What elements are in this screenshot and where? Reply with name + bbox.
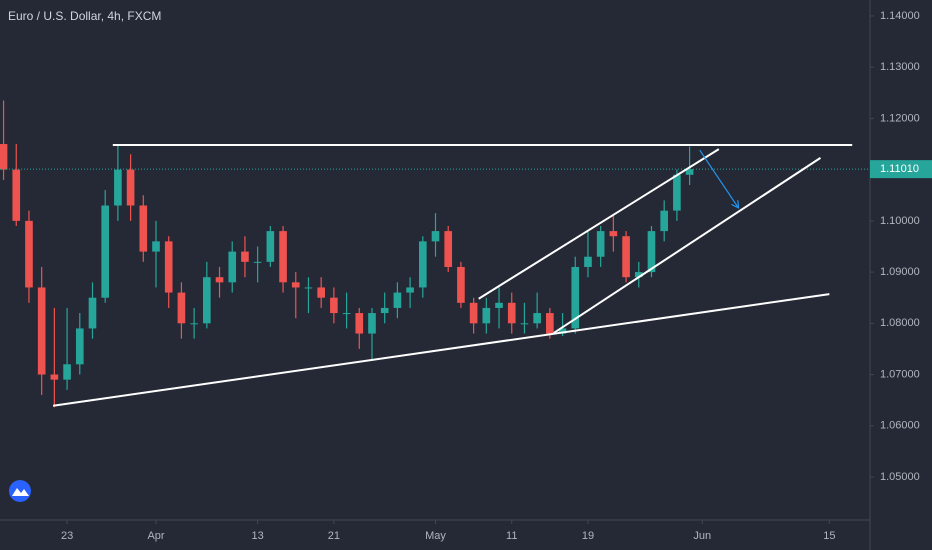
arrow [699, 149, 738, 207]
candle-body [673, 174, 681, 211]
y-tick-label: 1.13000 [880, 61, 920, 73]
candle-body [495, 302, 503, 308]
candle-body [330, 297, 338, 314]
x-tick-label: 19 [582, 530, 594, 542]
candle-body [12, 169, 21, 221]
candle-body [215, 277, 224, 283]
logo [9, 480, 31, 502]
candle-body [622, 236, 630, 278]
x-tick-label: May [425, 530, 446, 542]
candle-body [291, 282, 300, 288]
candle-body [177, 292, 186, 324]
candle-body [368, 313, 376, 334]
x-tick-label: 23 [61, 530, 73, 542]
candle-body [584, 256, 592, 267]
candle-body [279, 231, 287, 283]
candle-body [457, 266, 465, 303]
candle-body [444, 231, 453, 267]
y-tick-label: 1.05000 [880, 471, 920, 483]
y-tick-label: 1.10000 [880, 215, 920, 227]
candle-body [520, 323, 529, 325]
y-tick-label: 1.08000 [880, 317, 920, 329]
y-tick-label: 1.09000 [880, 266, 920, 278]
candle-body [25, 220, 33, 288]
y-tick-label: 1.14000 [880, 10, 920, 22]
candle-body [253, 261, 262, 263]
candle-body [266, 231, 275, 262]
candle-body [469, 302, 478, 324]
candle-body [241, 251, 249, 262]
candle-body [406, 287, 414, 293]
plot [0, 100, 870, 408]
candle-body [0, 144, 8, 170]
candle-body [126, 169, 135, 206]
candle-body [342, 313, 351, 315]
y-tick-label: 1.07000 [880, 368, 920, 380]
candle-body [228, 251, 237, 283]
candle-body [596, 231, 605, 257]
candle-body [660, 210, 668, 232]
candle-body [546, 313, 554, 334]
candle-body [533, 313, 541, 324]
candle-body [37, 287, 46, 375]
candle-body [88, 297, 97, 329]
candle-body [304, 287, 313, 289]
candle-body [647, 231, 656, 273]
candle-body [609, 231, 618, 237]
candle-body [634, 272, 643, 278]
candle-body [50, 374, 59, 380]
candle-body [203, 277, 211, 324]
candle-body [558, 328, 567, 334]
candle-body [164, 241, 173, 293]
last-price-label: 1.11010 [880, 163, 919, 175]
x-tick-label: 21 [328, 530, 340, 542]
candle-body [685, 169, 694, 175]
candle-body [571, 266, 580, 329]
candle-body [190, 323, 198, 325]
x-tick-label: 13 [252, 530, 264, 542]
trend-line [553, 157, 822, 334]
x-tick-label: Apr [147, 530, 164, 542]
last-price-box [870, 160, 932, 179]
candle-body [317, 287, 325, 298]
candle-body [75, 328, 84, 365]
trend-line [52, 293, 830, 407]
y-tick-label: 1.06000 [880, 420, 920, 432]
candle-body [393, 292, 402, 308]
candle-body [152, 241, 160, 252]
x-tick-label: 11 [506, 530, 517, 542]
candle-body [431, 231, 440, 242]
x-tick-label: Jun [693, 530, 711, 542]
chart-title: Euro / U.S. Dollar, 4h, FXCM [8, 9, 161, 23]
candle-body [482, 307, 491, 324]
candle-body [114, 169, 122, 206]
trend-line [478, 148, 720, 300]
x-tick-label: 15 [823, 530, 835, 542]
candle-body [380, 307, 389, 314]
candle-body [507, 302, 516, 324]
y-tick-label: 1.12000 [880, 112, 920, 124]
candle-body [101, 205, 110, 298]
candle-body [63, 364, 71, 380]
candle-body [418, 241, 427, 288]
candle-body [355, 313, 364, 334]
candle-body [139, 205, 148, 252]
